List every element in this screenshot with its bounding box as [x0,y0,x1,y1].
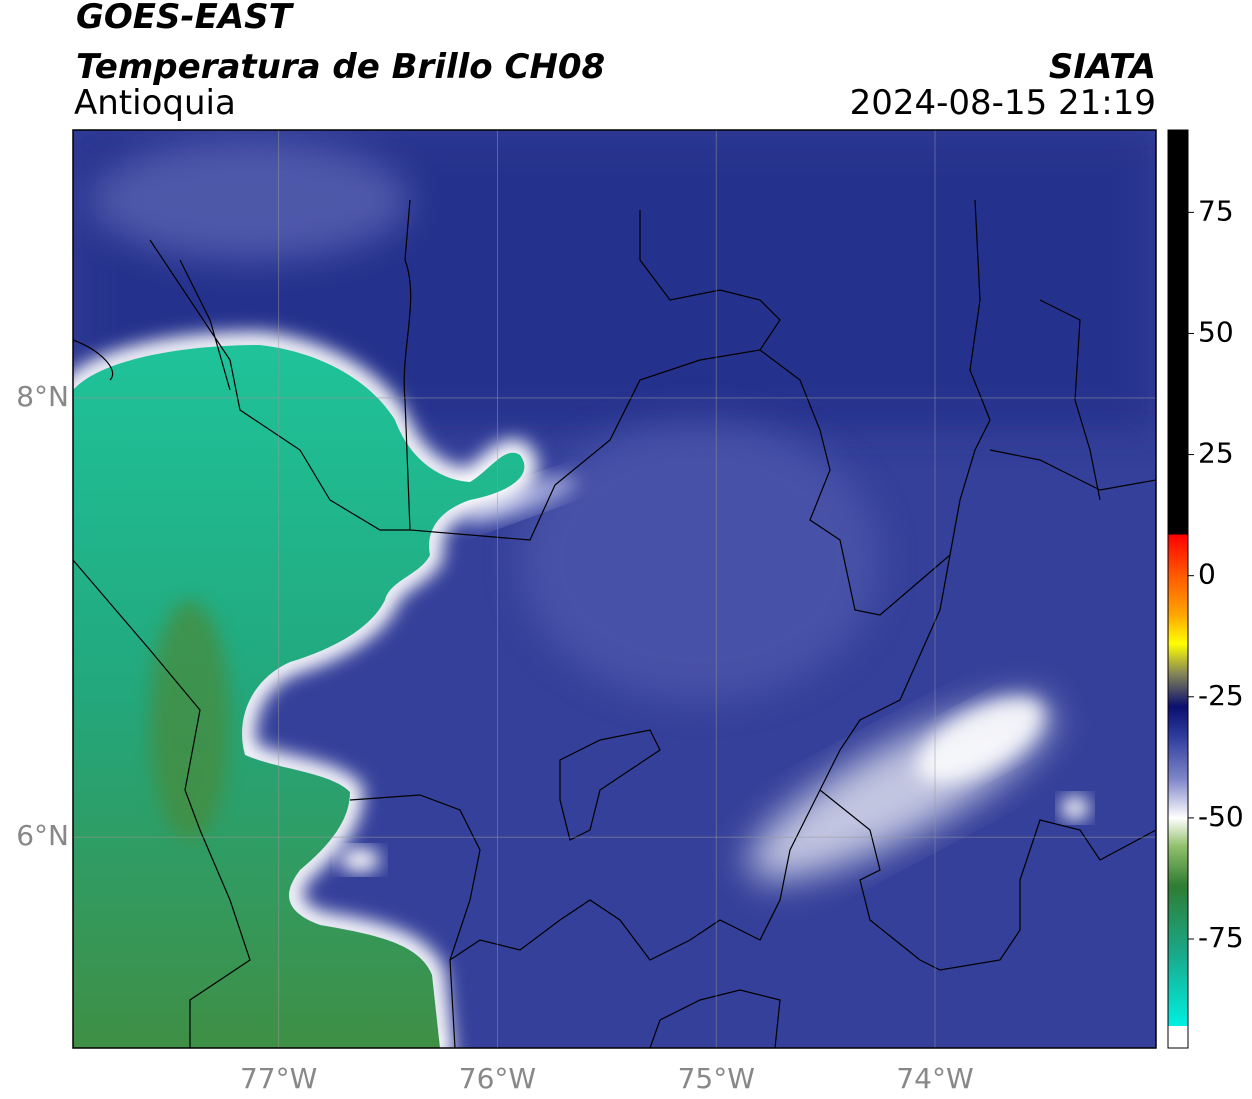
graticule [73,130,1156,1048]
title-product: Temperatura de Brillo CH08 [76,47,605,87]
title-source: SIATA [1049,47,1156,87]
y-tick-label: 8°N [16,380,69,413]
colorbar-tick-label: -75 [1198,921,1244,954]
satellite-image [73,130,1156,1048]
colorbar-tick-label: 75 [1198,194,1234,227]
y-tick-label: 6°N [16,819,69,852]
colorbar-tick-label: 50 [1198,315,1234,348]
map-frame [72,129,1157,1049]
colorbar-tick-label: 0 [1198,558,1216,591]
colorbar-tick-label: -25 [1198,679,1244,712]
colorbar [1167,129,1189,1049]
x-tick-label: 74°W [896,1062,973,1095]
x-tick-label: 77°W [240,1062,317,1095]
title-region: Antioquia [74,83,236,123]
x-tick-label: 76°W [459,1062,536,1095]
x-tick-label: 75°W [678,1062,755,1095]
colorbar-tick-label: 25 [1198,437,1234,470]
title-timestamp: 2024-08-15 21:19 [850,83,1156,123]
colorbar-tick-label: -50 [1198,800,1244,833]
title-satellite: GOES-EAST [76,0,295,37]
